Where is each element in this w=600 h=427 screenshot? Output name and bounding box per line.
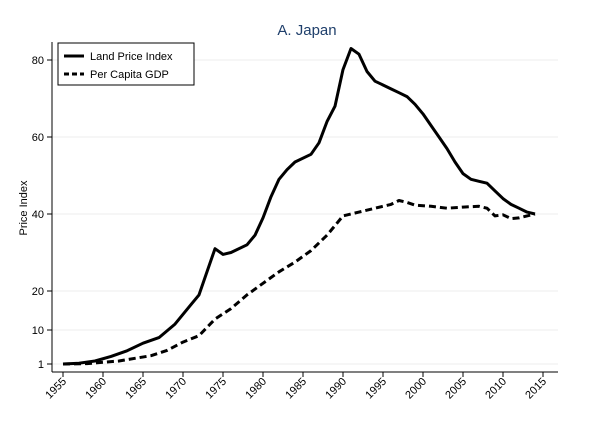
legend: Land Price Index Per Capita GDP (57, 42, 195, 86)
y-tick-label: 40 (32, 209, 44, 221)
legend-label-per-capita-gdp: Per Capita GDP (90, 69, 169, 81)
chart-title: A. Japan (277, 22, 336, 39)
y-tick-label: 1 (38, 359, 44, 371)
legend-label-land-price-index: Land Price Index (90, 51, 173, 63)
y-axis-label: Price Index (18, 180, 30, 236)
y-tick-label: 80 (32, 55, 44, 67)
series-line-per-capita-gdp (62, 199, 536, 366)
y-tick-label: 20 (32, 286, 44, 298)
legend-box (57, 42, 195, 86)
series-line-land-price-index (62, 47, 536, 366)
y-tick-label: 10 (32, 325, 44, 337)
y-tick-label: 60 (32, 132, 44, 144)
